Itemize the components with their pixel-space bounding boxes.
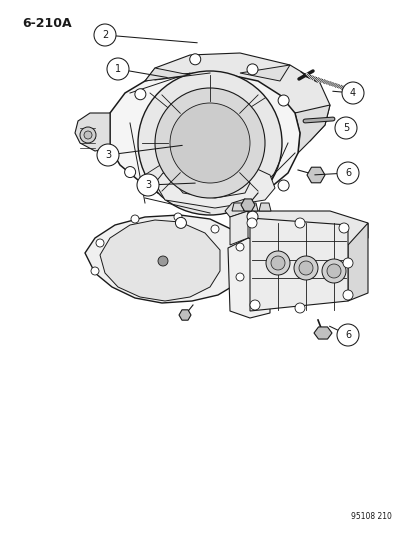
Circle shape — [96, 239, 104, 247]
Circle shape — [84, 131, 92, 139]
Circle shape — [342, 290, 352, 300]
Circle shape — [293, 256, 317, 280]
Text: 4: 4 — [349, 88, 355, 98]
Text: 1: 1 — [115, 64, 121, 74]
Polygon shape — [178, 310, 190, 320]
Polygon shape — [100, 220, 219, 301]
Circle shape — [175, 217, 186, 228]
Circle shape — [170, 103, 249, 183]
Circle shape — [294, 218, 304, 228]
Circle shape — [341, 82, 363, 104]
Circle shape — [173, 213, 182, 221]
Text: 2: 2 — [102, 30, 108, 40]
Polygon shape — [249, 218, 347, 311]
Circle shape — [235, 243, 243, 251]
Circle shape — [247, 64, 257, 75]
Circle shape — [158, 256, 168, 266]
Polygon shape — [228, 238, 269, 318]
Circle shape — [294, 303, 304, 313]
Text: 3: 3 — [145, 180, 151, 190]
Polygon shape — [240, 65, 289, 81]
Polygon shape — [240, 199, 254, 211]
Circle shape — [137, 174, 159, 196]
Polygon shape — [224, 199, 249, 217]
Circle shape — [211, 225, 218, 233]
Circle shape — [189, 54, 200, 65]
Circle shape — [154, 88, 264, 198]
Polygon shape — [259, 203, 271, 211]
Circle shape — [131, 215, 139, 223]
Circle shape — [124, 167, 135, 177]
Circle shape — [235, 273, 243, 281]
Text: 6: 6 — [344, 168, 350, 178]
Circle shape — [247, 218, 256, 228]
Circle shape — [135, 89, 145, 100]
Circle shape — [342, 258, 352, 268]
Polygon shape — [230, 211, 367, 245]
Polygon shape — [230, 211, 247, 245]
Polygon shape — [313, 327, 331, 339]
Circle shape — [94, 24, 116, 46]
Circle shape — [336, 324, 358, 346]
Circle shape — [138, 71, 281, 215]
Polygon shape — [75, 113, 110, 151]
Polygon shape — [145, 68, 190, 81]
Circle shape — [247, 211, 257, 222]
Circle shape — [97, 144, 119, 166]
Circle shape — [107, 58, 129, 80]
Polygon shape — [245, 203, 257, 211]
Circle shape — [278, 180, 288, 191]
Circle shape — [278, 95, 288, 106]
Text: 6-210A: 6-210A — [22, 17, 71, 30]
Circle shape — [298, 261, 312, 275]
Text: 6: 6 — [344, 330, 350, 340]
Circle shape — [80, 127, 96, 143]
Circle shape — [321, 259, 345, 283]
Polygon shape — [85, 215, 247, 303]
Circle shape — [326, 264, 340, 278]
Text: 95108 210: 95108 210 — [350, 512, 391, 521]
Circle shape — [249, 300, 259, 310]
Polygon shape — [294, 105, 329, 153]
Circle shape — [334, 117, 356, 139]
Polygon shape — [110, 73, 299, 201]
Circle shape — [91, 267, 99, 275]
Text: 3: 3 — [104, 150, 111, 160]
Circle shape — [338, 223, 348, 233]
Text: 5: 5 — [342, 123, 348, 133]
Circle shape — [266, 251, 289, 275]
Circle shape — [271, 256, 284, 270]
Polygon shape — [145, 53, 329, 141]
Polygon shape — [154, 168, 274, 208]
Polygon shape — [347, 223, 367, 301]
Polygon shape — [306, 167, 324, 183]
Polygon shape — [231, 203, 243, 211]
Circle shape — [336, 162, 358, 184]
